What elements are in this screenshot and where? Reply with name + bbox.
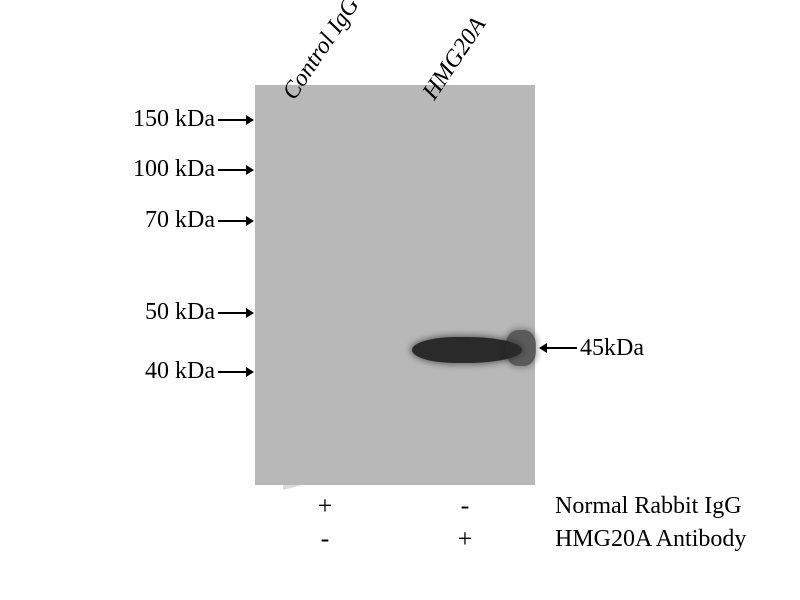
cond1-label: Normal Rabbit IgG: [555, 493, 742, 520]
band-arrow-45kda: [537, 340, 577, 356]
cond1-lane2: -: [450, 491, 480, 521]
marker-label-100: 100 kDa: [85, 156, 215, 183]
protein-band-hmg20a-shadow: [506, 330, 536, 366]
marker-arrow-70: [218, 213, 254, 229]
marker-label-150: 150 kDa: [85, 106, 215, 133]
marker-label-70: 70 kDa: [85, 207, 215, 234]
blot-membrane: [255, 85, 535, 485]
cond2-lane1: -: [310, 524, 340, 554]
marker-arrow-50: [218, 305, 254, 321]
marker-arrow-100: [218, 162, 254, 178]
cond1-lane1: +: [310, 491, 340, 521]
marker-arrow-150: [218, 112, 254, 128]
marker-arrow-40: [218, 364, 254, 380]
marker-label-40: 40 kDa: [85, 358, 215, 385]
cond2-label: HMG20A Antibody: [555, 526, 746, 553]
western-blot-figure: WWW.PTGLAB.COM Control IgG HMG20A 150 kD…: [0, 0, 800, 600]
marker-label-50: 50 kDa: [85, 299, 215, 326]
band-label-45kda: 45kDa: [580, 335, 644, 362]
cond2-lane2: +: [450, 524, 480, 554]
